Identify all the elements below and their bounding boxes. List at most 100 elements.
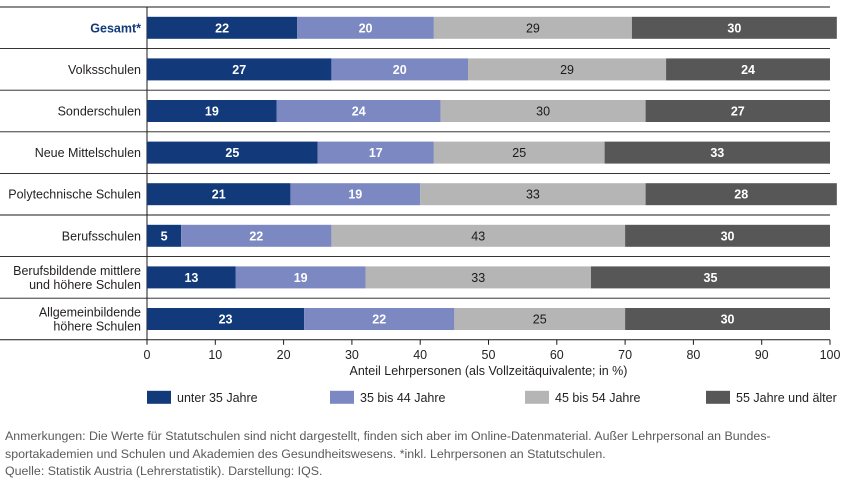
x-tick-label: 10 — [208, 348, 222, 362]
x-tick-label: 0 — [144, 348, 151, 362]
bar-segment — [331, 58, 469, 81]
category-label-line: Allgemeinbildende — [39, 306, 141, 320]
x-tick-label: 70 — [618, 348, 632, 362]
data-label: 24 — [352, 105, 366, 119]
bar-segment — [631, 16, 837, 39]
bar-segment — [420, 183, 646, 206]
bar-segment — [433, 141, 605, 164]
category-label: Berufsbildende mittlere und höhere Schule… — [13, 264, 141, 292]
category-label: Allgemeinbildende höhere Schulen — [39, 306, 141, 334]
bar-segment — [604, 141, 830, 164]
notes-line-1: Anmerkungen: Die Werte für Statutschulen… — [5, 429, 771, 443]
bar-segment — [440, 100, 646, 122]
category-label: Sonderschulen — [58, 105, 141, 119]
data-label: 35 — [704, 271, 718, 285]
bar-segment — [454, 308, 626, 330]
legend-swatch — [147, 390, 171, 404]
bar-segment — [147, 100, 277, 122]
notes-line-2: sportakademien und Schulen und Akademien… — [5, 446, 606, 461]
data-label: 19 — [205, 105, 219, 119]
bar-segment — [147, 141, 318, 164]
bar-segment — [625, 224, 830, 247]
data-label: 33 — [710, 146, 724, 160]
legend-label: 55 Jahre und älter — [736, 391, 837, 405]
chart-notes: Anmerkungen: Die Werte für Statutschulen… — [5, 428, 845, 481]
bar-segment — [147, 183, 291, 206]
data-label: 19 — [348, 188, 362, 202]
legend-label: unter 35 Jahre — [177, 391, 258, 405]
bar-segment — [147, 224, 182, 247]
bar-segment — [147, 58, 332, 81]
bar-segment — [625, 308, 830, 330]
data-label: 25 — [533, 313, 547, 327]
data-label: 25 — [225, 146, 239, 160]
bar-segment — [304, 308, 455, 330]
x-tick-label: 100 — [820, 348, 841, 362]
legend-label: 45 bis 54 Jahre — [555, 391, 641, 405]
bar-segment — [147, 16, 298, 39]
bar-segment — [365, 266, 591, 289]
data-label: 30 — [721, 313, 735, 327]
data-label: 22 — [249, 229, 263, 243]
data-label: 20 — [393, 63, 407, 77]
data-label: 29 — [560, 63, 574, 77]
data-label: 30 — [536, 105, 550, 119]
legend-label: 35 bis 44 Jahre — [360, 391, 446, 405]
bar-segment — [297, 16, 434, 39]
data-label: 20 — [359, 21, 373, 35]
category-label-line: und höhere Schulen — [29, 278, 141, 292]
data-label: 43 — [471, 229, 485, 243]
category-label-line: Berufsbildende mittlere — [13, 264, 141, 278]
bar-segment — [147, 266, 236, 289]
category-label: Volksschulen — [68, 63, 141, 77]
data-label: 22 — [372, 313, 386, 327]
legend-swatch — [525, 390, 549, 404]
bar-segment — [590, 266, 830, 289]
data-label: 27 — [232, 63, 246, 77]
category-label: Polytechnische Schulen — [8, 188, 141, 202]
data-label: 33 — [471, 271, 485, 285]
bar-segment — [317, 141, 434, 164]
legend-swatch — [706, 390, 730, 404]
bar-segment — [645, 183, 837, 206]
x-tick-label: 50 — [482, 348, 496, 362]
data-label: 22 — [215, 21, 229, 35]
x-tick-label: 60 — [550, 348, 564, 362]
data-label: 13 — [184, 271, 198, 285]
category-label: Gesamt* — [90, 21, 141, 35]
data-label: 28 — [734, 188, 748, 202]
legend-swatch — [330, 390, 354, 404]
data-label: 27 — [731, 105, 745, 119]
stacked-bar-chart: Gesamt* 22 20 29 30 Volksschulen 27 20 29 24 Sonde… — [0, 6, 841, 405]
data-label: 24 — [741, 63, 755, 77]
notes-line-3: Quelle: Statistik Austria (Lehrerstatist… — [5, 464, 323, 478]
bar-segment — [331, 224, 626, 247]
data-label: 23 — [219, 313, 233, 327]
bar-segment — [645, 100, 830, 122]
bar-segment — [468, 58, 667, 81]
category-label-line: höhere Schulen — [53, 320, 141, 334]
x-tick-label: 80 — [686, 348, 700, 362]
data-label: 33 — [526, 188, 540, 202]
x-tick-label: 40 — [413, 348, 427, 362]
data-label: 19 — [294, 271, 308, 285]
data-label: 30 — [727, 21, 741, 35]
x-axis-title: Anteil Lehrpersonen (als Vollzeitäquival… — [350, 364, 628, 378]
x-tick-label: 20 — [277, 348, 291, 362]
bar-segment — [433, 16, 632, 39]
bar-segment — [290, 183, 421, 206]
category-label: Berufsschulen — [62, 229, 141, 243]
bar-segment — [666, 58, 830, 81]
bar-segment — [147, 308, 305, 330]
data-label: 25 — [512, 146, 526, 160]
data-label: 17 — [369, 146, 383, 160]
data-label: 21 — [212, 188, 226, 202]
x-tick-label: 90 — [755, 348, 769, 362]
x-tick-label: 30 — [345, 348, 359, 362]
bar-segment — [181, 224, 332, 247]
category-label: Neue Mittelschulen — [35, 146, 141, 160]
data-label: 29 — [526, 21, 540, 35]
data-label: 5 — [161, 229, 168, 243]
bar-segment — [276, 100, 441, 122]
data-label: 30 — [721, 229, 735, 243]
